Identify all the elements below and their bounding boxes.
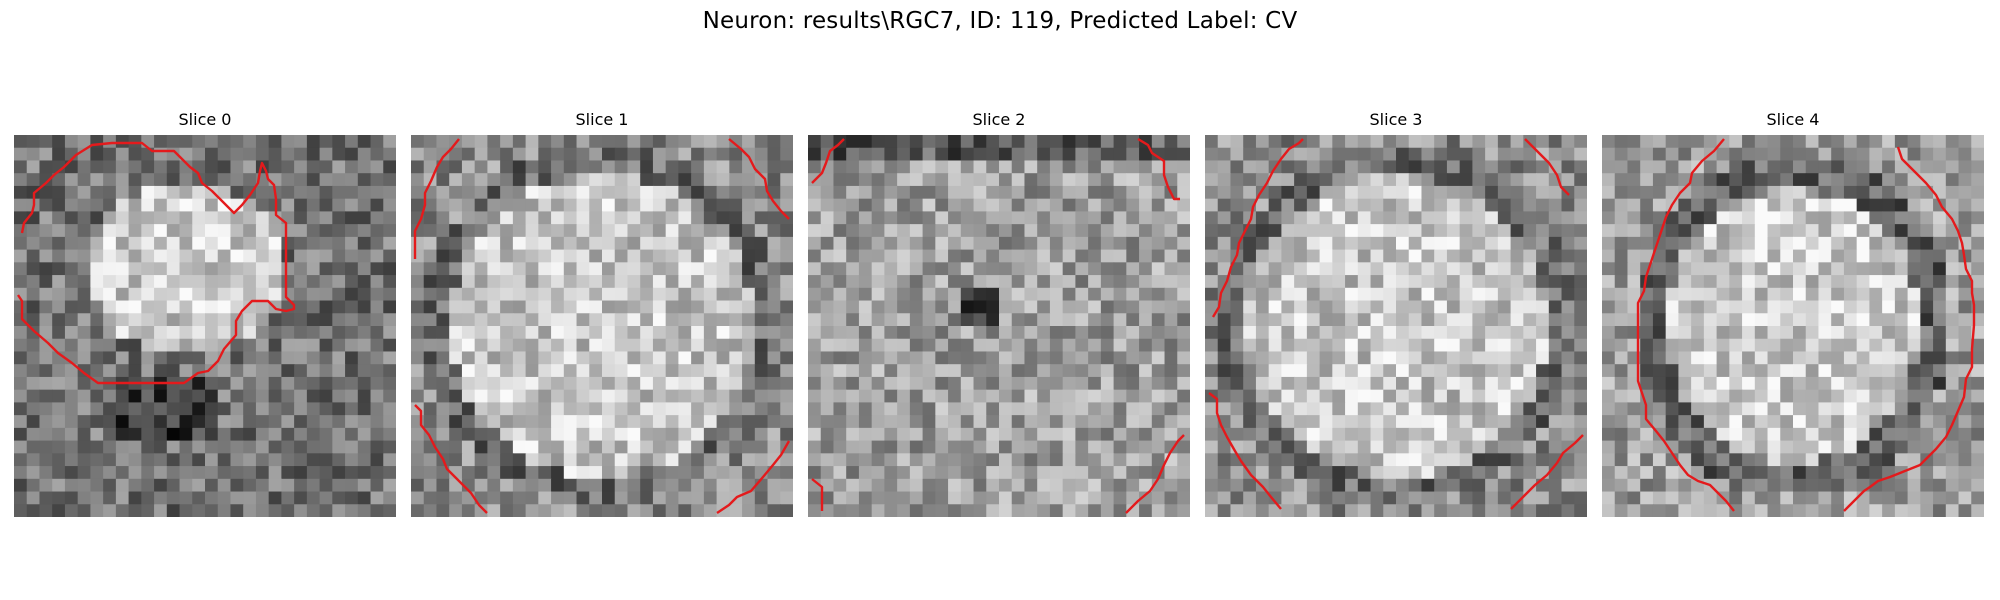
slice-image-2	[808, 135, 1190, 517]
slice-panel-4: Slice 4	[1602, 108, 1984, 517]
slice-title-4: Slice 4	[1766, 110, 1820, 129]
slice-title-1: Slice 1	[575, 110, 629, 129]
contour-line	[1208, 392, 1282, 510]
slice-title-3: Slice 3	[1369, 110, 1423, 129]
contour-line	[811, 478, 824, 511]
contour-line	[1524, 138, 1570, 196]
slice-image-4	[1602, 135, 1984, 517]
contour-line	[1137, 137, 1180, 201]
slice-image-0	[14, 135, 396, 517]
contour-line	[716, 440, 791, 514]
slice-title-0: Slice 0	[178, 110, 232, 129]
figure-title: Neuron: results\RGC7, ID: 119, Predicted…	[702, 8, 1298, 34]
contour-line	[811, 138, 845, 184]
slice-panel-1: Slice 1	[411, 108, 793, 517]
contour-line	[1636, 138, 1735, 512]
slice-panel-3: Slice 3	[1205, 108, 1587, 517]
slice-panel-0: Slice 0	[14, 108, 396, 517]
contour-line	[413, 138, 460, 259]
contour-line	[1211, 138, 1304, 318]
slice-title-2: Slice 2	[972, 110, 1026, 129]
slice-image-1	[411, 135, 793, 517]
contour-line	[1510, 434, 1584, 510]
contour-line	[1843, 146, 1976, 512]
contour-line	[1125, 434, 1185, 514]
contour-line	[728, 138, 790, 220]
slice-image-3	[1205, 135, 1587, 517]
slice-panel-2: Slice 2	[808, 108, 1190, 517]
contour-line	[414, 404, 488, 514]
contour-line	[17, 141, 296, 385]
